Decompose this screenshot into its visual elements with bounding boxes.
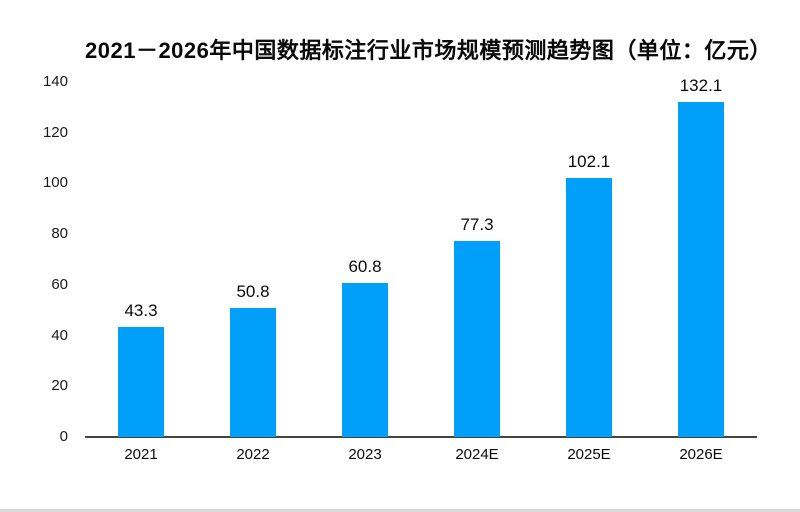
bar-value-label: 60.8 bbox=[348, 257, 382, 276]
y-axis-tick-label: 100 bbox=[42, 174, 68, 192]
x-axis-category-label: 2021 bbox=[124, 446, 158, 463]
x-axis-category-label: 2026E bbox=[679, 446, 723, 463]
x-axis-category-label: 2024E bbox=[455, 446, 499, 463]
bar-2022 bbox=[230, 308, 276, 437]
bar-value-label: 132.1 bbox=[679, 76, 723, 95]
y-axis-tick-label: 140 bbox=[42, 73, 68, 90]
bar-2026E bbox=[678, 102, 724, 437]
bar-value-label: 102.1 bbox=[567, 152, 611, 171]
bar-2021 bbox=[118, 327, 164, 437]
bar-2025E bbox=[566, 178, 612, 437]
bar-value-label: 43.3 bbox=[124, 301, 158, 320]
bar-value-label: 50.8 bbox=[236, 282, 270, 301]
bar-value-label: 77.3 bbox=[460, 215, 494, 234]
x-axis-category-label: 2023 bbox=[348, 446, 382, 463]
x-axis-category-label: 2025E bbox=[567, 446, 611, 463]
y-axis-tick-label: 40 bbox=[51, 326, 68, 344]
y-axis-tick-label: 80 bbox=[51, 225, 68, 243]
y-axis-tick-label: 20 bbox=[51, 377, 68, 395]
bar-2023 bbox=[342, 283, 388, 437]
x-axis-line bbox=[85, 436, 757, 438]
chart-title: 2021－2026年中国数据标注行业市场规模预测趋势图（单位：亿元） bbox=[85, 38, 772, 63]
y-axis-tick-label: 0 bbox=[59, 428, 68, 445]
y-axis-tick-label: 60 bbox=[51, 275, 68, 293]
bar-2024E bbox=[454, 241, 500, 437]
y-axis-tick-label: 120 bbox=[42, 123, 68, 141]
x-axis-category-label: 2022 bbox=[236, 446, 270, 463]
